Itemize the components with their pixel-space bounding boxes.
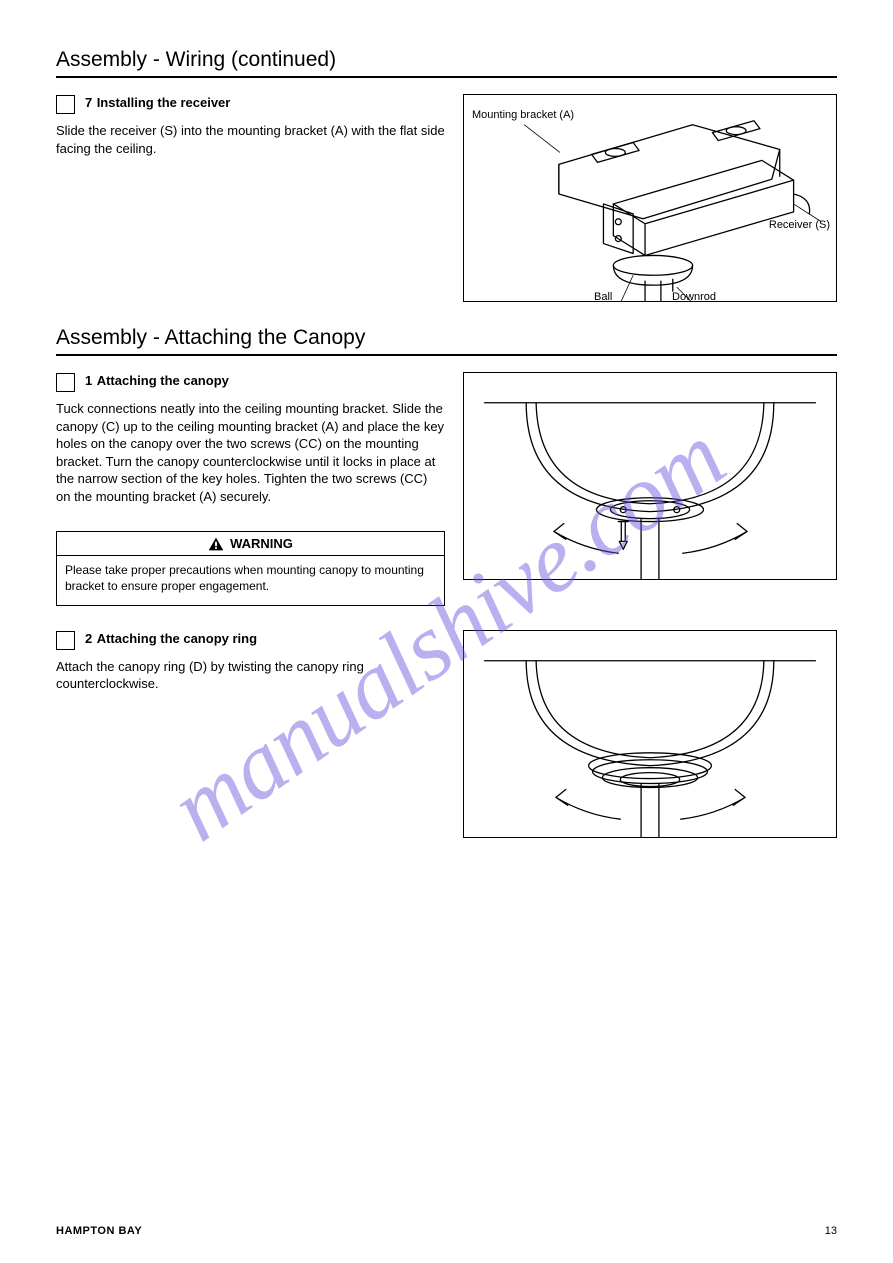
page-footer: HAMPTON BAY 13: [0, 1225, 893, 1237]
section-a-title: Assembly - Wiring (continued): [56, 48, 837, 72]
step-b1-figure-wrap: [463, 372, 837, 580]
checkbox-icon: [56, 631, 75, 650]
step-b2-figure: [463, 630, 837, 838]
step-b1-summary: Attaching the canopy: [97, 373, 229, 388]
fig-a7-label-receiver: Receiver (S): [769, 219, 830, 231]
step-b2-body: Attach the canopy ring (D) by twisting t…: [56, 658, 445, 693]
step-b1-body: Tuck connections neatly into the ceiling…: [56, 400, 445, 505]
warning-box: WARNING Please take proper precautions w…: [56, 531, 445, 605]
step-b1-header: 1 Attaching the canopy: [56, 372, 445, 392]
step-b1-figure: [463, 372, 837, 580]
warning-triangle-icon: [208, 537, 224, 551]
step-a7-left: 7 Installing the receiver Slide the rece…: [56, 94, 445, 157]
step-b1-number: 1: [85, 373, 92, 388]
fig-a7-label-downrod: Downrod: [672, 291, 716, 303]
warning-label: WARNING: [230, 536, 293, 551]
step-b1-left: 1 Attaching the canopy Tuck connections …: [56, 372, 445, 606]
section-b-title: Assembly - Attaching the Canopy: [56, 326, 837, 350]
step-b2-number: 2: [85, 631, 92, 646]
step-b2-row: 2 Attaching the canopy ring Attach the c…: [56, 630, 837, 838]
step-a7-figure-wrap: Mounting bracket (A) Receiver (S) Ball D…: [463, 94, 837, 302]
checkbox-icon: [56, 373, 75, 392]
step-a7-number: 7: [85, 95, 92, 110]
footer-page-number: 13: [825, 1225, 837, 1237]
step-b2-heading: 2 Attaching the canopy ring: [85, 630, 257, 648]
step-b2-summary: Attaching the canopy ring: [97, 631, 257, 646]
section-b: Assembly - Attaching the Canopy 1 Attach…: [56, 326, 837, 838]
fig-a7-label-ball: Ball: [594, 291, 612, 303]
canopy-attach-svg: [464, 373, 836, 579]
fig-a7-label-bracket: Mounting bracket (A): [472, 109, 574, 121]
step-a7-heading: 7 Installing the receiver: [85, 94, 230, 112]
warning-header: WARNING: [57, 532, 444, 556]
footer-brand: HAMPTON BAY: [56, 1225, 142, 1237]
step-a7-row: 7 Installing the receiver Slide the rece…: [56, 94, 837, 302]
step-a7-figure: Mounting bracket (A) Receiver (S) Ball D…: [463, 94, 837, 302]
step-b2-figure-wrap: [463, 630, 837, 838]
step-b2-header: 2 Attaching the canopy ring: [56, 630, 445, 650]
checkbox-icon: [56, 95, 75, 114]
step-b2-left: 2 Attaching the canopy ring Attach the c…: [56, 630, 445, 693]
section-b-rule: [56, 354, 837, 356]
step-a7-summary: Installing the receiver: [97, 95, 231, 110]
step-a7-body: Slide the receiver (S) into the mounting…: [56, 122, 445, 157]
warning-body: Please take proper precautions when moun…: [57, 556, 444, 604]
step-a7-header: 7 Installing the receiver: [56, 94, 445, 114]
receiver-bracket-svg: [464, 95, 836, 301]
step-b1-heading: 1 Attaching the canopy: [85, 372, 229, 390]
page: manualshive.com Assembly - Wiring (conti…: [0, 0, 893, 1263]
step-b1-row: 1 Attaching the canopy Tuck connections …: [56, 372, 837, 606]
canopy-ring-svg: [464, 631, 836, 837]
section-a-rule: [56, 76, 837, 78]
